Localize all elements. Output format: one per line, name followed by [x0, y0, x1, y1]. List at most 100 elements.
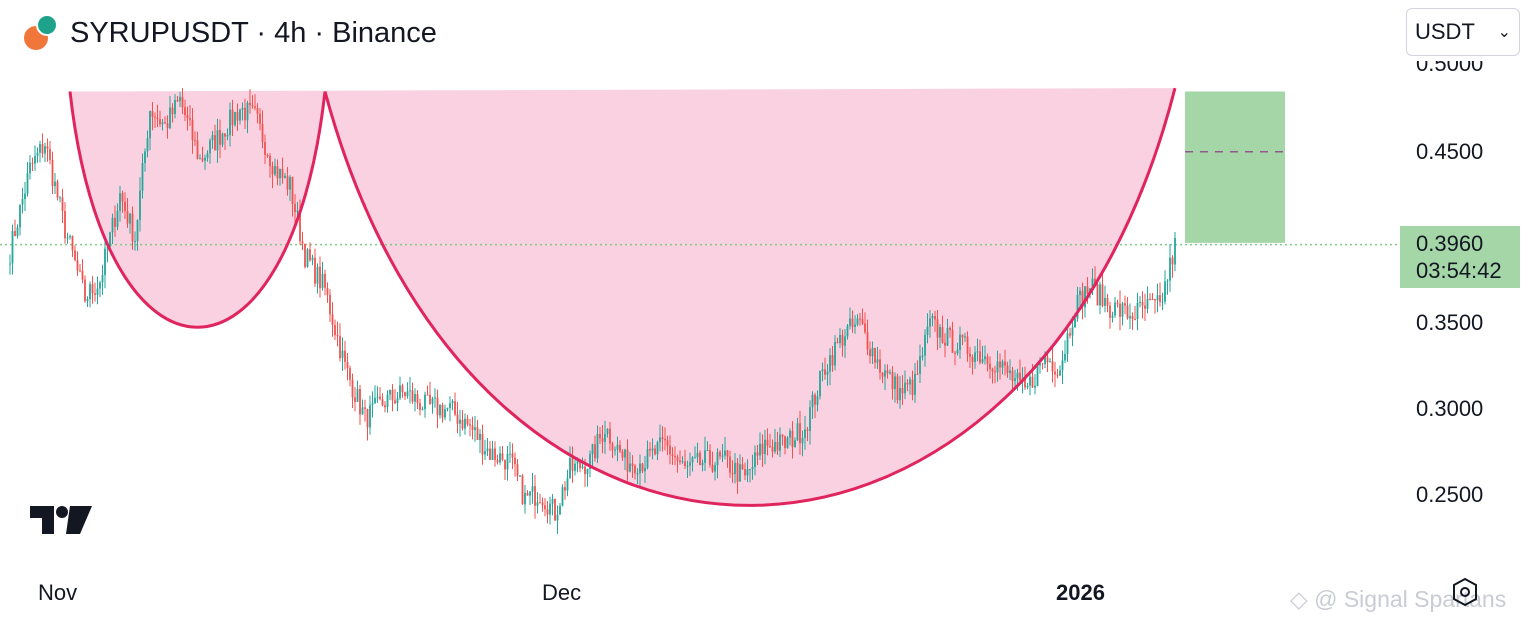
candle-body [929, 318, 931, 327]
candle-body [531, 486, 534, 492]
candle-body [576, 460, 579, 464]
candle-body [769, 445, 771, 447]
currency-select-value: USDT [1415, 19, 1475, 44]
candle-body [454, 401, 456, 415]
candle-body [846, 325, 849, 337]
candle-body [386, 394, 389, 408]
tradingview-logo-icon [30, 506, 92, 534]
candle-body [644, 467, 646, 472]
candle-body [1169, 257, 1171, 281]
candle-body [69, 236, 71, 238]
candle-body [949, 328, 951, 331]
candle-body [1094, 278, 1096, 284]
candle-body [316, 266, 319, 284]
settings-gear-icon[interactable] [1450, 577, 1480, 607]
candle-body [34, 155, 36, 164]
candle-body [614, 449, 616, 451]
candle-body [591, 444, 594, 454]
currency-select[interactable]: USDT ⌄ [1406, 8, 1520, 56]
candle-body [814, 394, 816, 405]
candle-body [1031, 376, 1034, 388]
candle-body [761, 443, 764, 455]
candle-body [294, 203, 296, 213]
candle-body [224, 133, 226, 137]
candle-body [646, 449, 649, 468]
candle-body [799, 423, 801, 444]
candle-body [894, 376, 896, 390]
candle-body [711, 464, 714, 472]
candle-body [416, 394, 419, 404]
candle-body [946, 328, 949, 346]
candle-body [291, 176, 294, 204]
candle-body [84, 279, 86, 302]
candle-body [656, 442, 659, 455]
candle-body [934, 316, 936, 320]
syrup-coin-icon [24, 14, 58, 52]
candle-body [334, 325, 336, 336]
candle-body [331, 314, 334, 326]
candle-body [126, 210, 129, 224]
candle-body [804, 429, 806, 438]
candle-body [971, 356, 974, 362]
candle-body [744, 469, 746, 476]
candle-body [1101, 284, 1104, 306]
candle-body [59, 197, 61, 199]
candle-body [706, 449, 709, 451]
candle-body [206, 153, 209, 158]
candle-body [211, 135, 214, 141]
candle-body [624, 449, 626, 458]
chart-header: SYRUPUSDT · 4h · Binance [24, 14, 437, 52]
candle-body [356, 388, 359, 402]
candle-body [1116, 302, 1119, 304]
candle-body [1104, 297, 1106, 306]
candle-body [49, 148, 51, 160]
candle-body [24, 193, 26, 200]
candle-body [9, 263, 11, 265]
candle-body [146, 138, 149, 152]
candle-body [969, 353, 971, 357]
candle-body [729, 456, 731, 473]
candle-body [806, 429, 809, 431]
candle-body [246, 102, 249, 121]
candle-body [171, 107, 174, 115]
candle-body [1141, 301, 1144, 306]
candle-body [1076, 295, 1079, 319]
candle-body [506, 453, 509, 470]
candle-body [1126, 305, 1129, 319]
candle-body [931, 316, 934, 319]
candle-body [571, 458, 574, 471]
candle-body [196, 140, 199, 159]
candle-body [704, 450, 706, 463]
candle-body [419, 403, 421, 411]
candle-body [1134, 318, 1136, 320]
candle-body [1006, 365, 1009, 373]
candle-body [179, 96, 181, 102]
candle-body [609, 428, 611, 444]
candle-body [864, 323, 866, 333]
candle-body [521, 475, 524, 505]
candle-body [176, 99, 179, 102]
candle-body [204, 157, 206, 161]
candle-body [1061, 360, 1064, 371]
candle-body [586, 468, 589, 475]
candle-body [821, 369, 824, 372]
handle-curve [68, 91, 327, 329]
candle-body [116, 210, 119, 227]
candle-body [734, 462, 736, 475]
candle-body [534, 486, 536, 506]
symbol-title[interactable]: SYRUPUSDT · 4h · Binance [70, 16, 437, 49]
candle-body [791, 430, 794, 447]
candle-body [16, 227, 19, 236]
chevron-down-icon: ⌄ [1497, 24, 1511, 41]
candle-body [1049, 361, 1051, 363]
candle-body [941, 327, 944, 343]
candle-body [201, 158, 204, 161]
candle-body [961, 334, 964, 338]
candle-body [286, 175, 289, 190]
candle-body [141, 163, 144, 191]
candle-body [1066, 333, 1069, 354]
candle-body [689, 462, 691, 466]
candle-body [41, 144, 44, 154]
candle-body [426, 394, 429, 396]
